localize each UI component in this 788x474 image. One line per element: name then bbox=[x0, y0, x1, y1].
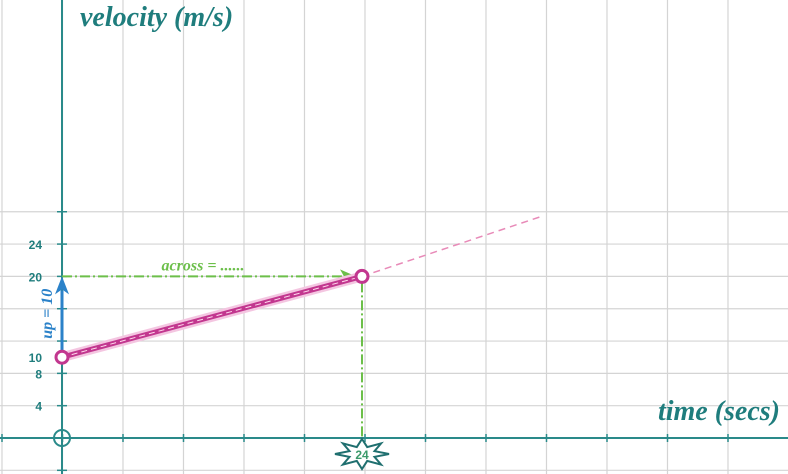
y-tick-labels: 4 8 10 20 24 bbox=[29, 238, 43, 414]
line-extension-dashed bbox=[361, 215, 544, 278]
series-line-highlight bbox=[61, 275, 363, 358]
y-axis-title: velocity (m/s) bbox=[80, 2, 233, 33]
y-tick-label: 24 bbox=[29, 238, 43, 252]
x-axis-title: time (secs) bbox=[658, 396, 780, 427]
y-tick-label: 4 bbox=[35, 400, 42, 414]
x-tick-label: 24 bbox=[355, 448, 369, 462]
up-label: up = 10 bbox=[39, 289, 56, 339]
point-start bbox=[54, 349, 70, 365]
y-tick-label: 20 bbox=[29, 270, 43, 284]
y-tick-label: 10 bbox=[29, 351, 43, 365]
x-tick-marks bbox=[1, 434, 729, 442]
y-tick-label: 8 bbox=[35, 367, 42, 381]
across-label: across = ...... bbox=[162, 257, 245, 274]
point-end bbox=[354, 268, 370, 284]
up-arrow-head bbox=[55, 276, 69, 295]
x-tick-star-badge bbox=[334, 437, 390, 471]
